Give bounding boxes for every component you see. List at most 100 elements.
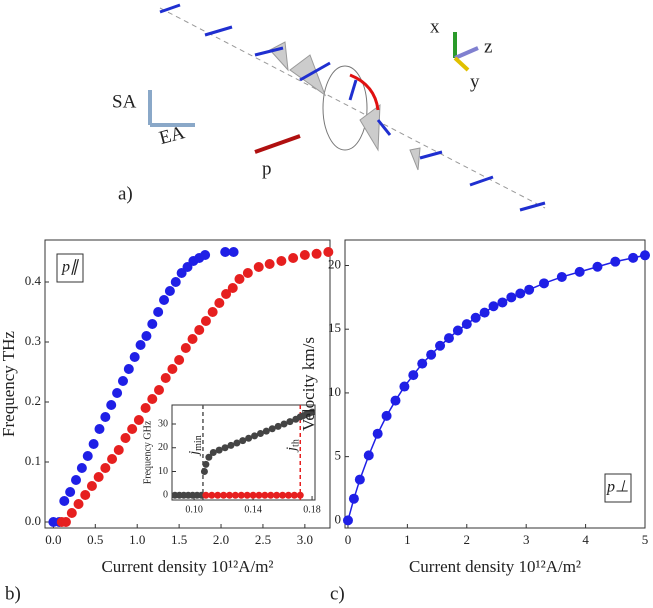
x-tick-label: 1.5 — [171, 532, 187, 547]
point — [354, 474, 365, 485]
point — [117, 376, 128, 386]
point — [243, 491, 251, 499]
point — [107, 454, 118, 464]
point — [234, 274, 245, 284]
y-tick-label: 15 — [328, 320, 341, 335]
point — [220, 491, 228, 499]
point — [207, 307, 218, 317]
y-tick-label: 0 — [163, 490, 168, 501]
point — [65, 487, 76, 497]
panel-label: c) — [330, 583, 345, 604]
point — [284, 491, 292, 499]
panel-label: b) — [5, 583, 21, 604]
point — [628, 252, 639, 263]
point — [497, 297, 508, 308]
y-label: y — [470, 71, 480, 92]
point — [488, 301, 499, 312]
annotation-subscript: min — [193, 435, 204, 451]
point — [381, 410, 392, 421]
x-tick-label: 0.10 — [185, 504, 203, 515]
point — [215, 446, 223, 454]
point — [515, 288, 526, 299]
x-tick-label: 3 — [523, 532, 530, 547]
y-tick-label: 0.2 — [25, 393, 41, 408]
y-axis-label: Velocity km/s — [299, 337, 318, 431]
point — [470, 312, 481, 323]
y-axis-label: Frequency GHz — [142, 420, 153, 484]
track — [159, 7, 546, 209]
point — [167, 364, 178, 374]
point — [506, 292, 517, 303]
point — [187, 334, 198, 344]
point — [399, 381, 410, 392]
point — [94, 424, 105, 434]
point — [133, 415, 144, 425]
point — [153, 307, 164, 317]
label-box — [56, 253, 84, 283]
label-box — [604, 473, 632, 503]
point — [225, 491, 233, 499]
point — [200, 250, 211, 260]
y-tick-label: 20 — [328, 256, 341, 271]
point — [239, 437, 247, 445]
z-axis-icon — [454, 46, 479, 60]
point — [141, 331, 152, 341]
x-tick-label: 0.0 — [45, 532, 61, 547]
annotation-symbol: j — [284, 447, 299, 453]
point — [231, 491, 239, 499]
moments — [159, 3, 546, 212]
x-tick-label: 0.18 — [303, 504, 321, 515]
x-label: x — [430, 16, 440, 37]
panel-label: a) — [118, 183, 133, 204]
point — [255, 491, 263, 499]
point — [348, 493, 359, 504]
point — [227, 283, 238, 293]
x-tick-label: 0.5 — [87, 532, 103, 547]
annotation-symbol: j — [187, 451, 202, 457]
point — [174, 355, 185, 365]
point — [256, 430, 264, 437]
point — [299, 250, 310, 260]
point — [264, 259, 275, 269]
point — [147, 319, 158, 329]
plot-frame — [344, 239, 646, 529]
chart-label: p∥ — [61, 259, 79, 276]
chart-label: p⊥ — [606, 479, 629, 496]
point — [268, 425, 276, 433]
point — [296, 491, 304, 499]
y-tick-label: 10 — [158, 466, 168, 477]
y-axis-label: Frequency THz — [0, 331, 18, 437]
point — [280, 420, 288, 428]
sa-label: SA — [112, 91, 137, 112]
point — [214, 491, 222, 499]
point — [290, 491, 298, 499]
point — [66, 508, 77, 518]
point — [93, 472, 104, 482]
x-tick-label: 2.0 — [213, 532, 229, 547]
y-tick-label: 0.1 — [25, 453, 41, 468]
point — [417, 358, 428, 369]
point — [249, 491, 257, 499]
x-tick-label: 0.14 — [244, 504, 262, 515]
point — [311, 248, 322, 259]
p-label: p — [262, 158, 272, 179]
point — [129, 352, 140, 362]
x-tick-label: 3.0 — [297, 532, 313, 547]
y-tick-label: 20 — [158, 442, 168, 453]
point — [140, 403, 151, 413]
y-tick-label: 0 — [335, 511, 342, 526]
point — [127, 424, 138, 434]
point — [443, 333, 454, 344]
point — [640, 250, 650, 261]
y-tick-label: 10 — [328, 384, 341, 399]
point — [274, 422, 282, 430]
x-tick-label: 5 — [642, 532, 649, 547]
y-tick-label: 0.0 — [25, 513, 41, 528]
diagram: p SA EA x z y a) — [112, 3, 546, 212]
point — [342, 515, 353, 526]
point — [113, 445, 124, 455]
point — [288, 253, 299, 263]
point — [205, 453, 213, 461]
plot-frame — [171, 404, 316, 501]
point — [267, 491, 275, 499]
